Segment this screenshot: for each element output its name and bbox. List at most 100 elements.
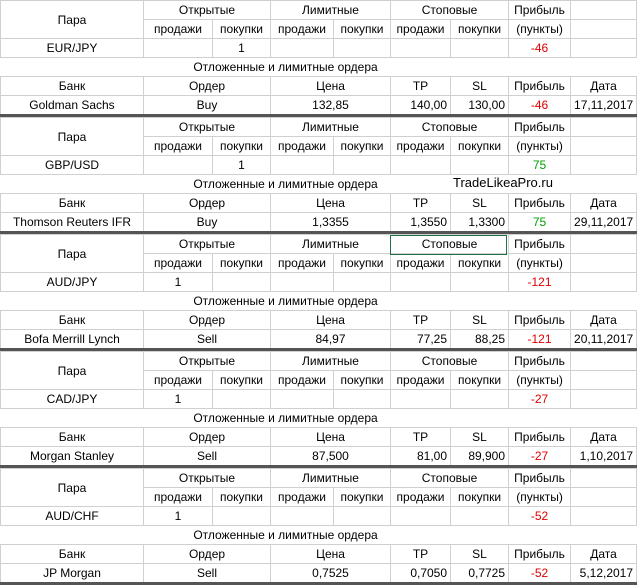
header-cell: Пара — [0, 234, 144, 273]
row: Пара Открытые Лимитные Стоповые Прибыль — [0, 351, 638, 390]
cell — [390, 38, 452, 58]
header-cell: Пара — [0, 0, 144, 39]
row: Банк Ордер Цена TP SL Прибыль Дата — [0, 193, 638, 213]
header-cell: Открытые — [143, 0, 271, 20]
cell: 20,11,2017 — [570, 329, 638, 351]
header-cell: Прибыль — [508, 310, 572, 330]
cell: 1 — [143, 389, 213, 409]
header-cell: продажи — [390, 253, 452, 273]
header-cell: продажи — [390, 136, 452, 156]
row: Bofa Merrill Lynch Sell 84,97 77,25 88,25 -12… — [0, 329, 638, 351]
cell: 77,25 — [390, 329, 452, 351]
cell — [570, 525, 637, 545]
header-cell: Открытые — [143, 117, 271, 137]
header-cell: покупки — [332, 370, 392, 390]
header-cell: Прибыль — [508, 468, 572, 488]
header-cell: Ордер — [143, 76, 271, 96]
cell: -46 — [508, 95, 572, 117]
cell — [570, 272, 638, 292]
row: Отложенные и лимитные ордера — [0, 408, 637, 428]
cell — [212, 272, 271, 292]
cell: -52 — [508, 506, 572, 526]
header-cell: продажи — [143, 19, 213, 39]
cell: GBP/USD — [0, 155, 144, 175]
cell: JP Morgan — [0, 563, 144, 585]
cell: 89,900 — [450, 446, 510, 468]
cell: 0,7050 — [390, 563, 452, 585]
header-cell: Стоповые — [390, 0, 510, 20]
header-cell: покупки — [212, 19, 271, 39]
cell: 84,97 — [269, 329, 392, 351]
row: JP Morgan Sell 0,7525 0,7050 0,7725 -52 5,12,2… — [0, 563, 638, 585]
cell: 1,3550 — [390, 212, 452, 234]
cell — [570, 19, 638, 39]
cell — [450, 389, 510, 409]
section-label: Отложенные и лимитные ордера — [0, 57, 571, 77]
watermark: TradeLikeaPro.ru — [453, 175, 553, 190]
cell: 1 — [143, 506, 213, 526]
header-cell: Дата — [570, 544, 638, 564]
row: AUD/CHF 1 -52 — [0, 506, 638, 526]
header-cell: продажи — [270, 253, 334, 273]
row: Goldman Sachs Buy 132,85 140,00 130,00 -46 17,… — [0, 95, 638, 117]
cell: 81,00 — [390, 446, 452, 468]
header-cell: Лимитные — [269, 468, 392, 488]
header-cell: Стоповые — [390, 117, 510, 137]
cell: 140,00 — [390, 95, 452, 117]
header-cell: покупки — [332, 136, 392, 156]
cell: 1 — [212, 38, 271, 58]
block-table: Пара Открытые Лимитные Стоповые Прибыль прода… — [0, 234, 638, 351]
cell: 1,10,2017 — [570, 446, 638, 468]
header-cell: SL — [450, 193, 510, 213]
row: продажи покупки продажи покупки продажи покуп… — [1, 487, 638, 507]
cell: -121 — [508, 329, 572, 351]
header-cell: Банк — [0, 76, 144, 96]
cell: 1,3300 — [450, 212, 510, 234]
cell-selection — [390, 235, 507, 255]
header-cell: покупки — [450, 253, 510, 273]
header-cell: покупки — [212, 370, 271, 390]
block-table: Пара Открытые Лимитные Стоповые Прибыль прода… — [0, 0, 638, 117]
header-cell: Прибыль — [508, 544, 572, 564]
header-cell: SL — [450, 544, 510, 564]
header-cell: покупки — [332, 487, 392, 507]
header-cell: (пункты) — [508, 136, 572, 156]
row: Отложенные и лимитные ордера — [0, 174, 637, 194]
cell: Buy — [143, 95, 271, 117]
row: Thomson Reuters IFR Buy 1,3355 1,3550 1,3300… — [0, 212, 638, 234]
cell — [332, 506, 392, 526]
cell — [570, 155, 638, 175]
header-cell: Банк — [0, 544, 144, 564]
header-cell: Банк — [0, 193, 144, 213]
header-cell: покупки — [332, 19, 392, 39]
header-cell: продажи — [143, 487, 213, 507]
cell: Sell — [143, 563, 271, 585]
cell — [570, 468, 638, 488]
header-cell: Ордер — [143, 310, 271, 330]
header-cell: TP — [390, 76, 452, 96]
header-cell: Прибыль — [508, 193, 572, 213]
header-cell: Цена — [269, 427, 392, 447]
cell — [450, 155, 510, 175]
row: продажи покупки продажи покупки продажи покуп… — [1, 136, 638, 156]
cell — [212, 389, 271, 409]
cell — [450, 272, 510, 292]
header-cell: Цена — [269, 310, 392, 330]
header-cell: Дата — [570, 310, 638, 330]
section-label: Отложенные и лимитные ордера — [0, 408, 571, 428]
cell — [390, 389, 452, 409]
cell — [390, 272, 452, 292]
header-cell: Ордер — [143, 193, 271, 213]
header-cell: (пункты) — [508, 370, 572, 390]
cell: CAD/JPY — [0, 389, 144, 409]
header-cell: продажи — [270, 487, 334, 507]
cell — [270, 155, 334, 175]
cell — [332, 389, 392, 409]
header-cell: Стоповые — [390, 468, 510, 488]
header-cell: покупки — [450, 19, 510, 39]
header-cell: покупки — [450, 370, 510, 390]
row: продажи покупки продажи покупки продажи покуп… — [1, 19, 638, 39]
header-cell: TP — [390, 310, 452, 330]
cell: AUD/JPY — [0, 272, 144, 292]
header-cell: TP — [390, 544, 452, 564]
